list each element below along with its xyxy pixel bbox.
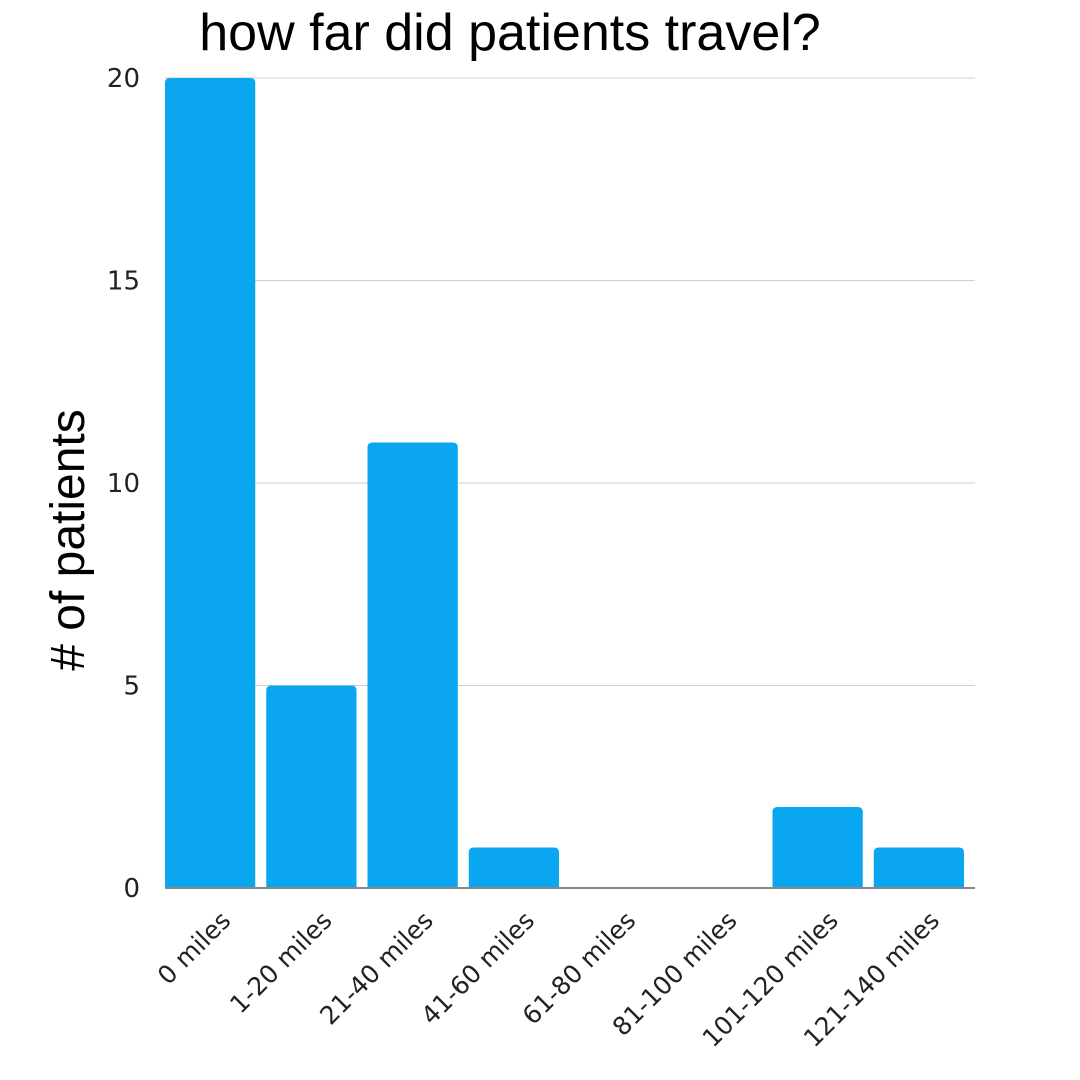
y-axis-ticks: 0 5 10 15 20 (107, 64, 140, 904)
y-tick-label: 5 (123, 672, 140, 702)
bar (772, 807, 863, 888)
y-axis-label: # of patients (42, 409, 95, 671)
bar (266, 685, 357, 888)
bar (367, 442, 458, 888)
x-tick-label: 0 miles (152, 906, 237, 991)
bars (165, 78, 964, 888)
y-tick-label: 15 (107, 267, 140, 297)
bar (165, 78, 256, 888)
bar (873, 847, 964, 888)
y-tick-label: 20 (107, 64, 140, 94)
chart-title: how far did patients travel? (199, 4, 820, 62)
gridlines (165, 77, 975, 686)
bar (468, 847, 559, 888)
y-tick-label: 0 (123, 874, 140, 904)
y-tick-label: 10 (107, 469, 140, 499)
